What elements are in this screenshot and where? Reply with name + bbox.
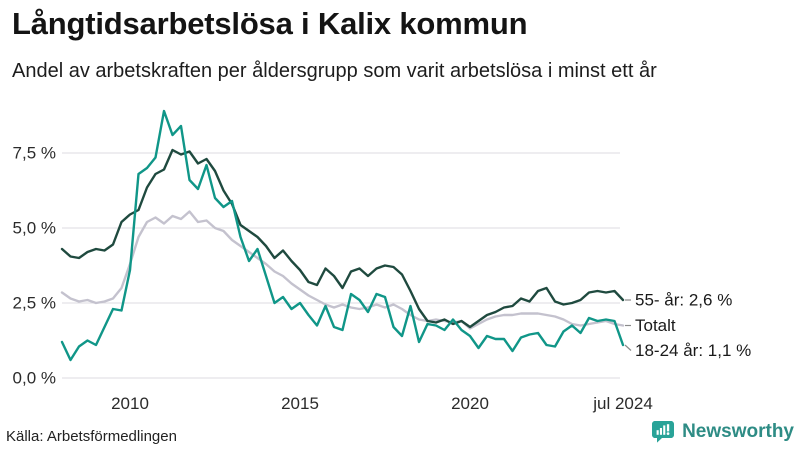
annotation-connector-18-24-ar — [624, 344, 632, 351]
series-end-label-55-ar: 55- år: 2,6 % — [635, 291, 732, 310]
series-line-totalt — [60, 210, 625, 330]
y-tick-label: 5,0 % — [13, 219, 56, 238]
x-tick-label: jul 2024 — [592, 394, 653, 413]
x-tick-label: 2015 — [281, 394, 319, 413]
source-text: Källa: Arbetsförmedlingen — [6, 428, 177, 445]
x-tick-label: 2010 — [111, 394, 149, 413]
x-tick-label: 2020 — [451, 394, 489, 413]
chart-title: Långtidsarbetslösa i Kalix kommun — [12, 6, 528, 41]
y-tick-label: 7,5 % — [13, 144, 56, 163]
chart-subtitle: Andel av arbetskraften per åldersgrupp s… — [12, 60, 657, 82]
series-line-55-ar — [60, 148, 625, 329]
brand: Newsworthy — [651, 420, 794, 444]
series-end-label-18-24-ar: 18-24 år: 1,1 % — [635, 341, 751, 360]
y-tick-label: 0,0 % — [13, 369, 56, 388]
newsworthy-logo-icon — [652, 421, 675, 443]
series-end-label-totalt: Totalt — [635, 316, 676, 335]
series-line-18-24-ar — [60, 109, 625, 362]
y-tick-label: 2,5 % — [13, 294, 56, 313]
brand-name: Newsworthy — [682, 421, 794, 442]
